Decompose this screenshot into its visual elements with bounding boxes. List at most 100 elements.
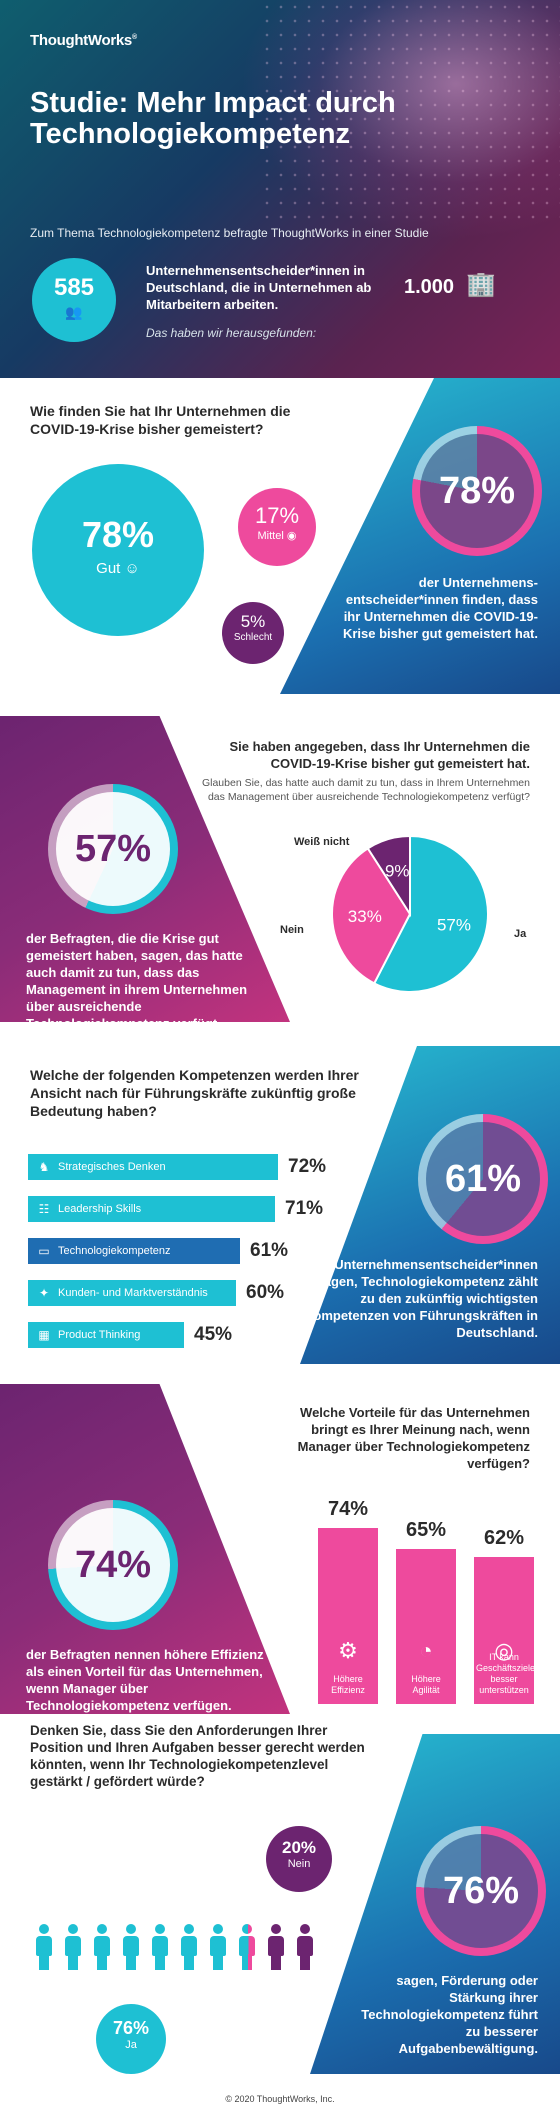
person-icon xyxy=(208,1924,228,1970)
pie-legend-weiss-nicht: Weiß nicht xyxy=(294,836,350,848)
smile-icon: ☺ xyxy=(124,560,140,577)
person-icon xyxy=(63,1924,83,1970)
competence-label: Strategisches Denken xyxy=(58,1161,166,1173)
people-icon: 👥 xyxy=(65,304,83,320)
pie-legend-ja: Ja xyxy=(514,928,527,940)
bad-pct: 5% xyxy=(240,612,266,631)
person-icon xyxy=(150,1924,170,1970)
section2-subquestion: Glauben Sie, das hatte auch damit zu tun… xyxy=(201,777,530,803)
mid-pct: 17% xyxy=(254,503,300,528)
respondent-count: 585 xyxy=(53,274,95,301)
laptop-icon: ▭ xyxy=(38,1244,50,1258)
person-icon xyxy=(92,1924,112,1970)
competence-pct: 45% xyxy=(194,1324,233,1345)
copyright-footer: © 2020 ThoughtWorks, Inc. xyxy=(225,2094,335,2104)
benefit-label: Höhere Effizienz xyxy=(331,1674,365,1695)
person-icon xyxy=(34,1924,54,1970)
competence-pct: 72% xyxy=(288,1156,327,1177)
competence-bar: ☷ Leadership Skills xyxy=(28,1196,275,1222)
competence-pct: 60% xyxy=(246,1282,285,1303)
pie-slice-label-2: 9% xyxy=(385,862,410,881)
good-pct: 78% xyxy=(81,514,155,555)
yes-pct: 76% xyxy=(112,2018,150,2038)
competences-section: Welche der folgenden Kompetenzen werden … xyxy=(0,1046,560,1364)
competence-label: Kunden- und Marktverständnis xyxy=(58,1287,208,1299)
bad-label: Schlecht xyxy=(233,632,273,643)
header-dot-pattern xyxy=(260,0,560,220)
no-label: Nein xyxy=(287,1858,311,1870)
employee-threshold: 1.000 xyxy=(404,276,455,298)
section5-question: Denken Sie, dass Sie den Anforderungen I… xyxy=(30,1723,365,1789)
respondent-count-badge: 585 👥 xyxy=(32,258,116,342)
section5-ring: 76% xyxy=(416,1826,546,1956)
section4-ring-caption: der Befragten nennen höhere Effizienz al… xyxy=(26,1647,264,1713)
benefits-section: Welche Vorteile für das Unternehmen brin… xyxy=(0,1384,560,1714)
header-glow xyxy=(240,0,560,240)
building-icon: 🏢 xyxy=(466,271,496,298)
section5-ring-value: 76% xyxy=(424,1834,538,1948)
competence-bar: ▭ Technologiekompetenz xyxy=(28,1238,240,1264)
good-bubble: 78% Gut ☺ xyxy=(32,464,204,636)
header-section: ThoughtWorks® Studie: Mehr Impact durch … xyxy=(0,0,560,378)
section4-question: Welche Vorteile für das Unternehmen brin… xyxy=(297,1405,530,1471)
grid-icon: ▦ xyxy=(38,1328,50,1342)
section3-ring-caption: der Unternehmensentscheider*innen sagen,… xyxy=(303,1257,538,1340)
person-icon xyxy=(121,1924,141,1970)
section3-ring-value: 61% xyxy=(426,1122,540,1236)
benefit-label: Höhere Agilität xyxy=(411,1674,441,1695)
person-icon xyxy=(237,1924,257,1970)
person-icon xyxy=(295,1924,315,1970)
gears-icon: ⚙ xyxy=(338,1638,358,1663)
chess-knight-icon: ♞ xyxy=(38,1160,50,1174)
pie-legend-nein: Nein xyxy=(280,924,304,936)
benefit-bar: ⚙ Höhere Effizienz xyxy=(318,1528,378,1704)
competence-label: Product Thinking xyxy=(58,1329,141,1341)
section3-question: Welche der folgenden Kompetenzen werden … xyxy=(30,1067,359,1119)
yes-bubble: 76% Ja xyxy=(96,2004,166,2074)
pie-slice-label-0: 57% xyxy=(437,916,471,935)
competence-label: Leadership Skills xyxy=(58,1203,142,1215)
person-icon xyxy=(179,1924,199,1970)
person-icon xyxy=(266,1924,286,1970)
findings-note: Das haben wir herausgefunden: xyxy=(146,326,317,340)
benefit-bar: ◎ IT kann Geschäftsziele besser unterstüt… xyxy=(474,1557,536,1704)
section3-ring: 61% xyxy=(418,1114,548,1244)
benefit-label: IT kann Geschäftsziele besser unterstütz… xyxy=(476,1652,536,1695)
pie-slice-label-1: 33% xyxy=(348,907,382,926)
page-title: Studie: Mehr Impact durch Technologiekom… xyxy=(30,87,396,150)
target-icon: ◎ xyxy=(494,1638,514,1663)
benefit-pct: 65% xyxy=(405,1519,447,1541)
competence-label: Technologiekompetenz xyxy=(58,1245,171,1257)
pie-slice-2 xyxy=(366,834,411,918)
respondent-description: Unternehmensentscheider*innen in Deutsch… xyxy=(146,263,372,312)
section2-ring: 57% xyxy=(48,784,178,914)
no-pct: 20% xyxy=(281,1838,317,1857)
pie-slice-0 xyxy=(372,834,489,993)
answer-pie-chart: 57% 33% 9% xyxy=(331,834,489,993)
thoughtworks-logo: ThoughtWorks® xyxy=(30,32,137,49)
benefit-bar: ◔ Höhere Agilität xyxy=(396,1549,456,1704)
competence-bar: ♞ Strategisches Denken xyxy=(28,1154,278,1180)
section4-ring-value: 74% xyxy=(56,1508,170,1622)
good-label: Gut ☺ xyxy=(96,560,140,577)
covid-crisis-section: Wie finden Sie hat Ihr Unternehmen die C… xyxy=(0,378,560,694)
speed-icon: ◔ xyxy=(419,1638,433,1663)
yes-label: Ja xyxy=(125,2039,137,2051)
competence-pct: 61% xyxy=(250,1240,289,1261)
competence-pct: 71% xyxy=(285,1198,324,1219)
section4-ring: 74% xyxy=(48,1500,178,1630)
section2-ring-caption: der Befragten, die die Krise gut gemeist… xyxy=(26,931,248,1022)
mid-label: Mittel ◉ xyxy=(257,530,297,542)
section2-ring-value: 57% xyxy=(56,792,170,906)
section1-ring-caption: der Unternehmens-entscheider*innen finde… xyxy=(342,575,538,641)
competence-bar: ▦ Product Thinking xyxy=(28,1322,184,1348)
competence-level-section: Denken Sie, dass Sie den Anforderungen I… xyxy=(0,1714,560,2094)
section2-question: Sie haben angegeben, dass Ihr Unternehme… xyxy=(229,739,530,771)
team-icon: ☷ xyxy=(38,1202,50,1216)
pie-slice-1 xyxy=(331,846,412,985)
bad-bubble: 5% Schlecht xyxy=(222,602,284,664)
handshake-icon: ✦ xyxy=(38,1286,50,1300)
benefit-pct: 62% xyxy=(483,1527,525,1549)
neutral-face-icon: ◉ xyxy=(286,530,297,542)
